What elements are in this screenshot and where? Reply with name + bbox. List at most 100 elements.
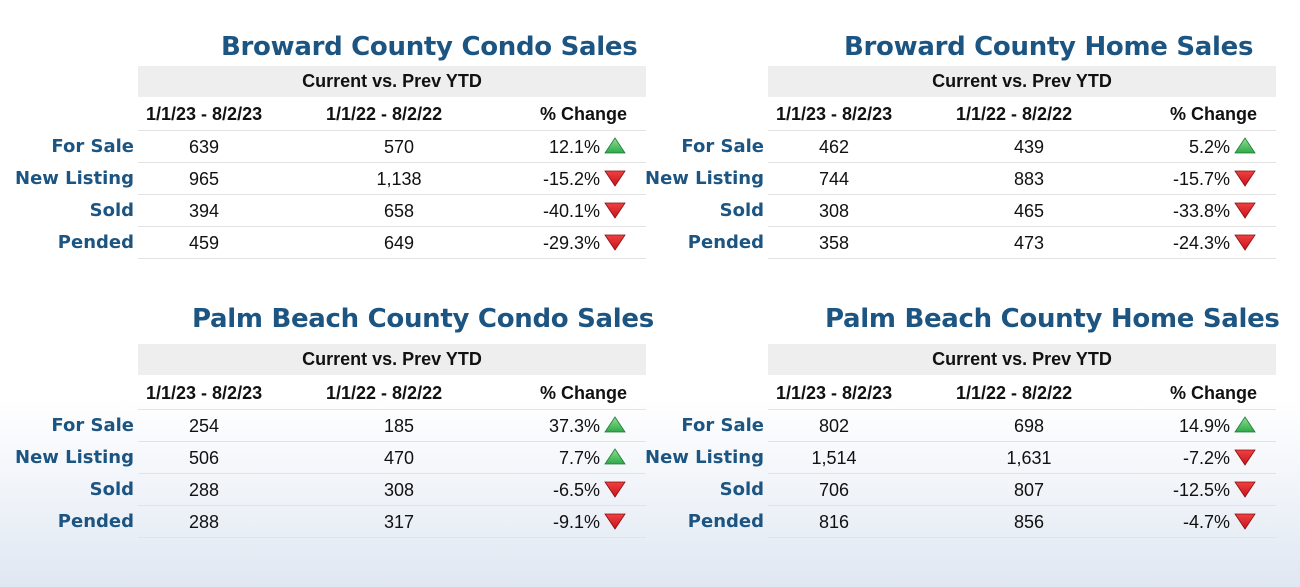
panel-palm-beach-condo: Palm Beach County Condo Sales Current vs… — [0, 300, 654, 570]
previous-value: 807 — [1013, 480, 1045, 500]
down-arrow-icon — [604, 234, 626, 251]
current-value: 1,514 — [811, 448, 857, 468]
col-current-period: 1/1/23 - 8/2/23 — [146, 104, 263, 124]
row-divider — [138, 194, 646, 195]
period-header: Current vs. Prev YTD — [138, 66, 646, 97]
percent-change: -6.5% — [552, 480, 600, 500]
row-divider — [768, 409, 1276, 410]
row-label: For Sale — [51, 415, 134, 436]
previous-value: 883 — [1013, 169, 1045, 189]
row-divider — [138, 537, 646, 538]
percent-change: -29.3% — [542, 233, 600, 253]
current-value: 308 — [818, 201, 850, 221]
row-label: Sold — [719, 200, 764, 221]
row-label: New Listing — [645, 447, 764, 468]
col-previous-period: 1/1/22 - 8/2/22 — [956, 383, 1073, 403]
current-value: 706 — [818, 480, 850, 500]
percent-change: 12.1% — [548, 137, 600, 157]
panel-broward-home: Broward County Home Sales Current vs. Pr… — [630, 28, 1276, 298]
current-value: 639 — [188, 137, 220, 157]
down-arrow-icon — [1234, 234, 1256, 251]
percent-change: 5.2% — [1188, 137, 1230, 157]
panel-broward-condo: Broward County Condo Sales Current vs. P… — [0, 28, 646, 298]
row-divider — [768, 473, 1276, 474]
percent-change: 14.9% — [1178, 416, 1230, 436]
current-value: 462 — [818, 137, 850, 157]
panel-title: Palm Beach County Home Sales — [825, 304, 1280, 334]
current-value: 254 — [188, 416, 220, 436]
col-previous-period: 1/1/22 - 8/2/22 — [326, 383, 443, 403]
row-divider — [768, 537, 1276, 538]
row-divider — [138, 162, 646, 163]
previous-value: 439 — [1013, 137, 1045, 157]
percent-change: -40.1% — [542, 201, 600, 221]
row-label: New Listing — [645, 168, 764, 189]
row-label: New Listing — [15, 447, 134, 468]
row-divider — [768, 258, 1276, 259]
row-label: For Sale — [51, 136, 134, 157]
row-divider — [768, 162, 1276, 163]
percent-change: -33.8% — [1172, 201, 1230, 221]
current-value: 288 — [188, 480, 220, 500]
previous-value: 470 — [383, 448, 415, 468]
row-label: Pended — [57, 232, 134, 253]
col-previous-period: 1/1/22 - 8/2/22 — [326, 104, 443, 124]
up-arrow-icon — [604, 448, 626, 465]
row-divider — [768, 226, 1276, 227]
col-percent-change: % Change — [1170, 104, 1258, 124]
down-arrow-icon — [604, 513, 626, 530]
row-label: Pended — [57, 511, 134, 532]
previous-value: 317 — [383, 512, 415, 532]
current-value: 358 — [818, 233, 850, 253]
percent-change: -7.2% — [1182, 448, 1230, 468]
panel-palm-beach-home: Palm Beach County Home Sales Current vs.… — [630, 300, 1280, 570]
down-arrow-icon — [604, 170, 626, 187]
row-label: Sold — [89, 479, 134, 500]
previous-value: 465 — [1013, 201, 1045, 221]
down-arrow-icon — [604, 202, 626, 219]
percent-change: -9.1% — [552, 512, 600, 532]
row-divider — [138, 505, 646, 506]
previous-value: 649 — [383, 233, 415, 253]
up-arrow-icon — [604, 416, 626, 433]
down-arrow-icon — [1234, 513, 1256, 530]
current-value: 459 — [188, 233, 220, 253]
panel-title: Broward County Condo Sales — [221, 32, 638, 62]
percent-change: -15.2% — [542, 169, 600, 189]
period-header: Current vs. Prev YTD — [768, 66, 1276, 97]
current-value: 744 — [818, 169, 850, 189]
period-header: Current vs. Prev YTD — [768, 344, 1276, 375]
current-value: 394 — [188, 201, 220, 221]
row-label: New Listing — [15, 168, 134, 189]
period-header: Current vs. Prev YTD — [138, 344, 646, 375]
down-arrow-icon — [1234, 170, 1256, 187]
current-value: 816 — [818, 512, 850, 532]
previous-value: 698 — [1013, 416, 1045, 436]
percent-change: -15.7% — [1172, 169, 1230, 189]
row-label: Sold — [89, 200, 134, 221]
percent-change: 37.3% — [548, 416, 600, 436]
up-arrow-icon — [1234, 416, 1256, 433]
previous-value: 308 — [383, 480, 415, 500]
previous-value: 856 — [1013, 512, 1045, 532]
percent-change: -24.3% — [1172, 233, 1230, 253]
up-arrow-icon — [604, 137, 626, 154]
current-value: 802 — [818, 416, 850, 436]
row-divider — [138, 258, 646, 259]
down-arrow-icon — [1234, 202, 1256, 219]
row-divider — [138, 473, 646, 474]
col-percent-change: % Change — [1170, 383, 1258, 403]
down-arrow-icon — [604, 481, 626, 498]
percent-change: -4.7% — [1182, 512, 1230, 532]
row-label: Pended — [687, 511, 764, 532]
col-percent-change: % Change — [540, 104, 628, 124]
down-arrow-icon — [1234, 449, 1256, 466]
panel-title: Broward County Home Sales — [844, 32, 1254, 62]
previous-value: 570 — [383, 137, 415, 157]
row-label: Pended — [687, 232, 764, 253]
row-label: Sold — [719, 479, 764, 500]
row-divider — [768, 441, 1276, 442]
row-divider — [138, 226, 646, 227]
col-percent-change: % Change — [540, 383, 628, 403]
col-current-period: 1/1/23 - 8/2/23 — [776, 383, 893, 403]
